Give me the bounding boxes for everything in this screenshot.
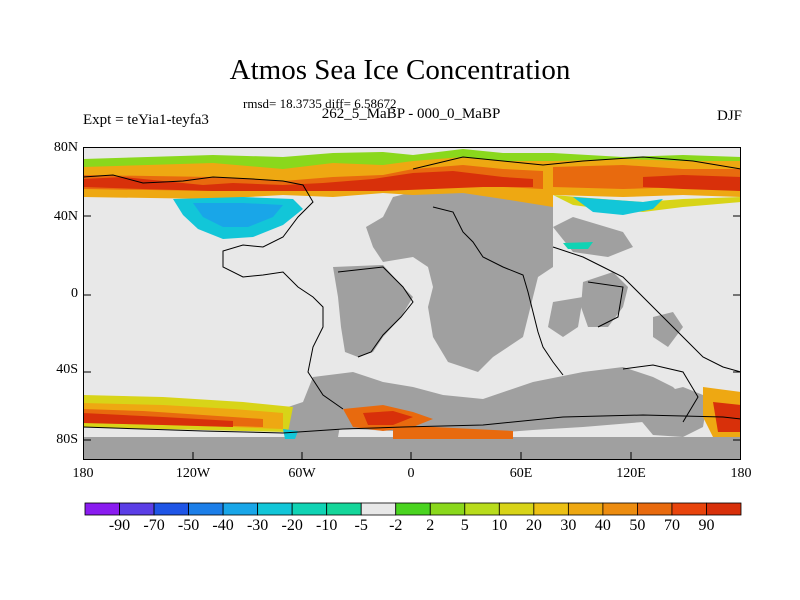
colorbar-label: -90: [108, 517, 131, 534]
lon-label-120e: 120E: [616, 466, 646, 481]
colorbar-label: -20: [281, 517, 303, 534]
period-subtitle: 262_5_MaBP - 000_0_MaBP: [321, 106, 501, 122]
arctic-ice-bands: [83, 149, 741, 212]
coastlines: [83, 156, 741, 434]
colorbar-label: -40: [212, 517, 234, 534]
colorbar-swatch: [395, 502, 431, 516]
colorbar-label: 20: [525, 517, 542, 534]
colorbar-label: 40: [594, 517, 611, 534]
colorbar-label: 30: [560, 517, 577, 534]
ice-decrease-zones: [173, 197, 663, 249]
colorbar-swatch: [429, 502, 466, 516]
colorbar-label: 90: [698, 517, 715, 534]
colorbar-swatch: [706, 502, 742, 516]
colorbar-swatch: [84, 502, 120, 516]
colorbar-swatch: [498, 502, 535, 516]
colorbar-swatch: [671, 502, 707, 516]
colorbar-swatch: [257, 502, 293, 516]
colorbar-label: 2: [426, 517, 435, 534]
rmsd-diff-stats: rmsd= 18.3735 diff= 6.58672: [243, 96, 397, 111]
axis-ticks: [83, 147, 741, 460]
map-frame: [83, 147, 741, 460]
colorbar-swatch: [360, 502, 397, 516]
colorbar-swatch: [222, 502, 259, 516]
map-title: Atmos Sea Ice Concentration: [229, 54, 571, 86]
colorbar-label: -50: [177, 517, 200, 534]
colorbar-label: -30: [246, 517, 269, 534]
lon-label-180w: 180: [72, 466, 94, 481]
colorbar-label: 50: [629, 517, 646, 534]
colorbar-swatch: [533, 502, 569, 516]
colorbar-label: 5: [460, 517, 469, 534]
lon-label-120w: 120W: [175, 466, 211, 481]
lat-label-40n: 40N: [53, 209, 78, 224]
antarctic-ice-bands: [83, 387, 741, 439]
colorbar-label: -10: [316, 517, 338, 534]
lon-label-180e: 180: [730, 466, 752, 481]
colorbar-label: 10: [491, 517, 508, 534]
lon-label-60w: 60W: [288, 466, 316, 481]
colorbar-swatch: [567, 502, 604, 516]
lon-label-0: 0: [407, 466, 415, 481]
colorbar-swatch: [188, 502, 224, 516]
colorbar-swatch: [119, 502, 155, 516]
colorbar-label: -70: [143, 517, 165, 534]
season-label: DJF: [716, 108, 742, 124]
lat-label-0: 0: [71, 286, 78, 301]
lat-label-80n: 80N: [53, 140, 78, 155]
sea-ice-map: [83, 147, 741, 460]
colorbar-label: -5: [354, 517, 368, 534]
colorbar-swatch: [326, 502, 362, 516]
colorbar-label: -2: [389, 517, 403, 534]
colorbar-swatch: [291, 502, 328, 516]
colorbar-label: 70: [663, 517, 680, 534]
colorbar-swatch: [153, 502, 189, 516]
lat-label-80s: 80S: [56, 432, 78, 447]
colorbar-swatch: [464, 502, 500, 516]
experiment-label: Expt = teYia1-teyfa3: [83, 112, 209, 128]
colorbar-swatch: [602, 502, 638, 516]
colorbar-swatch: [637, 502, 673, 516]
lon-label-60e: 60E: [509, 466, 533, 481]
lat-label-40s: 40S: [56, 362, 78, 377]
colorbar: [84, 502, 742, 516]
